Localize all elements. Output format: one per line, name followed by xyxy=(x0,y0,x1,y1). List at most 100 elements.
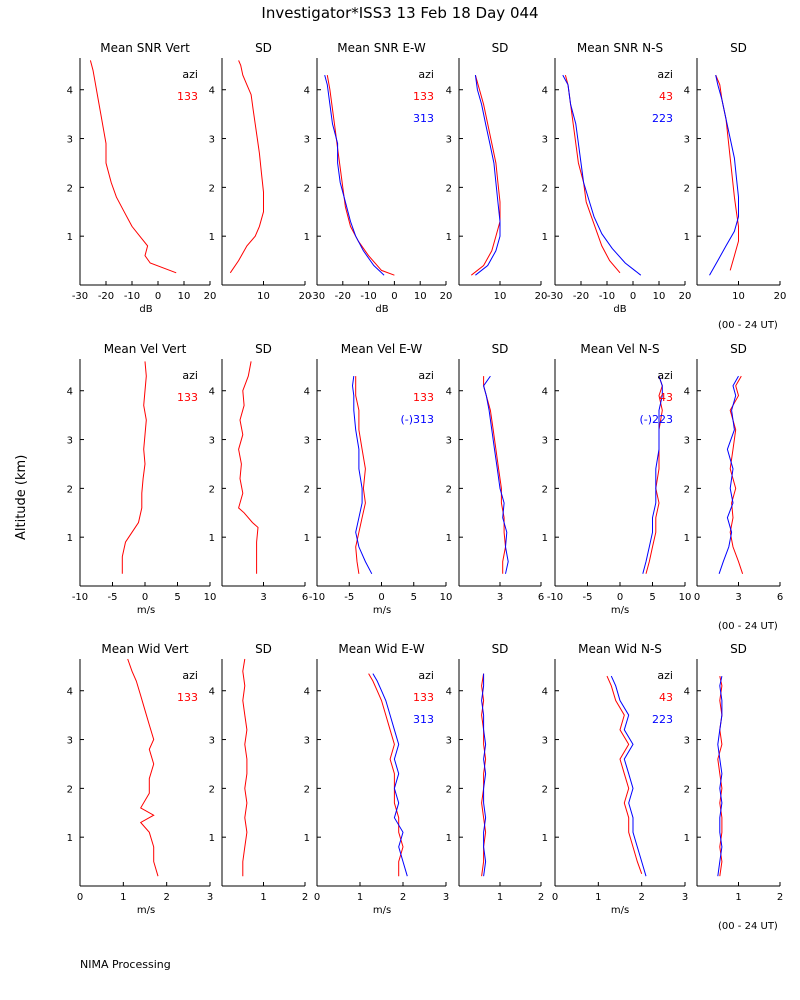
row3-panel3-xtick-label: 2 xyxy=(400,892,406,903)
row2-panel5-legend-item: 43 xyxy=(659,391,673,404)
row2-panel2-series-133 xyxy=(238,361,259,574)
row1-panel4-series-313 xyxy=(474,75,501,276)
row2-panel3-ytick-label: 4 xyxy=(304,387,310,398)
row3-panel5-legend-item: 223 xyxy=(652,713,673,726)
row3-panel4-title: SD xyxy=(492,642,509,656)
row1-panel2-ytick-label: 3 xyxy=(209,135,215,146)
row3-panel5-legend-item: 43 xyxy=(659,691,673,704)
row2-panel6-ytick-label: 2 xyxy=(684,484,690,495)
row1-panel1-xtick-label: -20 xyxy=(98,291,114,302)
row1-panel3-ytick-label: 3 xyxy=(304,135,310,146)
row2-panel3-xtick-label: 0 xyxy=(378,592,384,603)
row2-panel1-xtick-label: 10 xyxy=(204,592,217,603)
row2-xlabel-3: m/s xyxy=(611,605,629,616)
row3-panel4-xtick-label: 2 xyxy=(538,892,544,903)
row3-panel2-ytick-label: 1 xyxy=(209,833,215,844)
row1-panel3-legend-item: 313 xyxy=(413,112,434,125)
row3-panel1-ytick-label: 4 xyxy=(67,687,73,698)
row1-panel4-ytick-label: 1 xyxy=(446,232,452,243)
row2-panel3-xtick-label: -10 xyxy=(309,592,325,603)
row2-panel5-ytick-label: 2 xyxy=(542,484,548,495)
row1-panel4-xtick-label: 10 xyxy=(494,291,507,302)
row2-panel2-ytick-label: 2 xyxy=(209,484,215,495)
row3-panel1-xtick-label: 1 xyxy=(120,892,126,903)
row1-xlabel-2: dB xyxy=(375,304,388,315)
row1-panel2-ytick-label: 2 xyxy=(209,183,215,194)
row1-panel3-ytick-label: 1 xyxy=(304,232,310,243)
row3-panel1-legend-title: azi xyxy=(182,669,198,682)
row3-panel2-xtick-label: 1 xyxy=(260,892,266,903)
row2-panel4-ytick-label: 4 xyxy=(446,387,452,398)
row3-panel2-series-133 xyxy=(242,658,248,877)
row1-panel6-xtick-label: 10 xyxy=(732,291,745,302)
ut-label-row-1: (00 - 24 UT) xyxy=(718,320,778,331)
row1-panel5-xtick-label: -30 xyxy=(547,291,563,302)
row2-panel1-title: Mean Vel Vert xyxy=(104,342,187,356)
row3-panel3-xtick-label: 1 xyxy=(357,892,363,903)
row3-xlabel-1: m/s xyxy=(137,905,155,916)
row1-panel4-series-133 xyxy=(470,74,501,276)
row2-panel3-ytick-label: 3 xyxy=(304,436,310,447)
row1-panel1-xtick-label: -10 xyxy=(124,291,140,302)
row1-panel3-title: Mean SNR E-W xyxy=(337,41,426,55)
row3-panel6-ytick-label: 4 xyxy=(684,687,690,698)
row1-panel1-ytick-label: 2 xyxy=(67,183,73,194)
row3-panel1-xtick-label: 2 xyxy=(163,892,169,903)
row1-panel3-xtick-label: -30 xyxy=(309,291,325,302)
row1-panel5-series-43 xyxy=(564,74,621,274)
row2-panel2-xtick-label: 6 xyxy=(302,592,308,603)
row2-panel1-ytick-label: 4 xyxy=(67,387,73,398)
row3-panel4-ytick-label: 4 xyxy=(446,687,452,698)
row2-panel3-legend-item: 133 xyxy=(413,391,434,404)
row2-panel1-ytick-label: 3 xyxy=(67,436,73,447)
row3-panel6-ytick-label: 2 xyxy=(684,784,690,795)
row2-panel6-series-43 xyxy=(729,375,744,574)
row2-panel1-series-133 xyxy=(121,361,147,574)
row3-panel3-legend-item: 313 xyxy=(413,713,434,726)
row1-panel2-series-133 xyxy=(229,60,264,274)
row1-panel2-xtick-label: 10 xyxy=(257,291,270,302)
row2-panel3-xtick-label: 5 xyxy=(411,592,417,603)
row3-panel6-series-223 xyxy=(717,675,723,877)
row1-panel5-legend-item: 223 xyxy=(652,112,673,125)
row3-panel5-legend-title: azi xyxy=(657,669,673,682)
row2-panel6-xtick-label: 0 xyxy=(694,592,700,603)
row2-panel1-xtick-label: 5 xyxy=(174,592,180,603)
row3-xlabel-2: m/s xyxy=(373,905,391,916)
row2-panel5-ytick-label: 1 xyxy=(542,533,548,544)
row3-panel1-ytick-label: 1 xyxy=(67,833,73,844)
row1-panel3-series-133 xyxy=(326,75,395,276)
row1-panel3-xtick-label: 20 xyxy=(440,291,453,302)
row2-panel5-title: Mean Vel N-S xyxy=(580,342,659,356)
row2-panel5-ytick-label: 4 xyxy=(542,387,548,398)
row3-panel6-ytick-label: 3 xyxy=(684,736,690,747)
row1-panel5-xtick-label: 10 xyxy=(653,291,666,302)
row1-panel5-legend-title: azi xyxy=(657,68,673,81)
row2-panel1-legend-title: azi xyxy=(182,369,198,382)
row2-panel3-xtick-label: 10 xyxy=(440,592,453,603)
row3-panel4-ytick-label: 2 xyxy=(446,784,452,795)
row3-panel5-series-223 xyxy=(610,675,647,877)
row3-panel3-xtick-label: 3 xyxy=(443,892,449,903)
chart-title: Investigator*ISS3 13 Feb 18 Day 044 xyxy=(261,4,539,22)
row2-panel2-title: SD xyxy=(255,342,272,356)
row2-xlabel-2: m/s xyxy=(373,605,391,616)
row1-panel6-series-43 xyxy=(715,74,739,271)
row1-panel2-xtick-label: 20 xyxy=(299,291,312,302)
row3-panel2-ytick-label: 4 xyxy=(209,687,215,698)
row2-panel1-ytick-label: 1 xyxy=(67,533,73,544)
row2-panel4-xtick-label: 6 xyxy=(538,592,544,603)
row2-panel4-title: SD xyxy=(492,342,509,356)
row2-panel3-legend-title: azi xyxy=(418,369,434,382)
row1-panel5-ytick-label: 4 xyxy=(542,86,548,97)
row2-panel4-ytick-label: 1 xyxy=(446,533,452,544)
row2-panel2-ytick-label: 3 xyxy=(209,436,215,447)
row2-panel6-series-223 xyxy=(718,375,739,574)
row1-panel4-xtick-label: 20 xyxy=(535,291,548,302)
row1-panel2-ytick-label: 1 xyxy=(209,232,215,243)
row3-panel5-ytick-label: 1 xyxy=(542,833,548,844)
row2-panel2-ytick-label: 4 xyxy=(209,387,215,398)
row1-panel5-title: Mean SNR N-S xyxy=(577,41,663,55)
row1-panel6-ytick-label: 1 xyxy=(684,232,690,243)
row2-xlabel-1: m/s xyxy=(137,605,155,616)
